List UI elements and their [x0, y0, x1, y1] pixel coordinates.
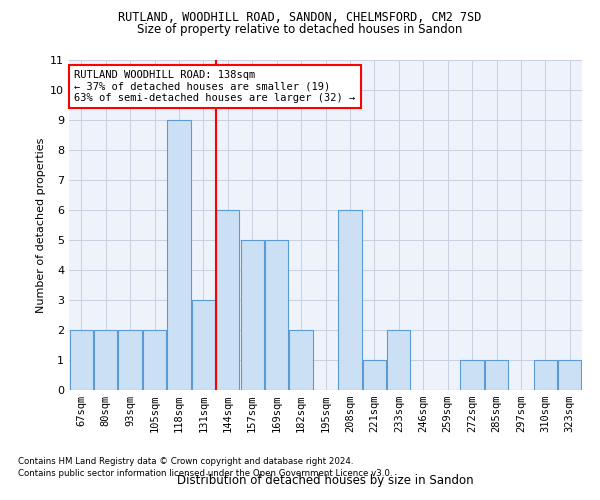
Bar: [387, 330, 410, 390]
Bar: [118, 330, 142, 390]
Text: RUTLAND WOODHILL ROAD: 138sqm
← 37% of detached houses are smaller (19)
63% of s: RUTLAND WOODHILL ROAD: 138sqm ← 37% of d…: [74, 70, 355, 103]
Bar: [363, 360, 386, 390]
Text: Contains HM Land Registry data © Crown copyright and database right 2024.: Contains HM Land Registry data © Crown c…: [18, 458, 353, 466]
Bar: [241, 240, 264, 390]
Bar: [289, 330, 313, 390]
Bar: [338, 210, 362, 390]
Y-axis label: Number of detached properties: Number of detached properties: [36, 138, 46, 312]
Bar: [534, 360, 557, 390]
X-axis label: Distribution of detached houses by size in Sandon: Distribution of detached houses by size …: [177, 474, 474, 487]
Bar: [143, 330, 166, 390]
Bar: [216, 210, 239, 390]
Bar: [94, 330, 117, 390]
Text: RUTLAND, WOODHILL ROAD, SANDON, CHELMSFORD, CM2 7SD: RUTLAND, WOODHILL ROAD, SANDON, CHELMSFO…: [118, 11, 482, 24]
Bar: [460, 360, 484, 390]
Bar: [70, 330, 93, 390]
Text: Size of property relative to detached houses in Sandon: Size of property relative to detached ho…: [137, 22, 463, 36]
Bar: [265, 240, 288, 390]
Bar: [192, 300, 215, 390]
Bar: [485, 360, 508, 390]
Bar: [558, 360, 581, 390]
Bar: [167, 120, 191, 390]
Text: Contains public sector information licensed under the Open Government Licence v3: Contains public sector information licen…: [18, 469, 392, 478]
